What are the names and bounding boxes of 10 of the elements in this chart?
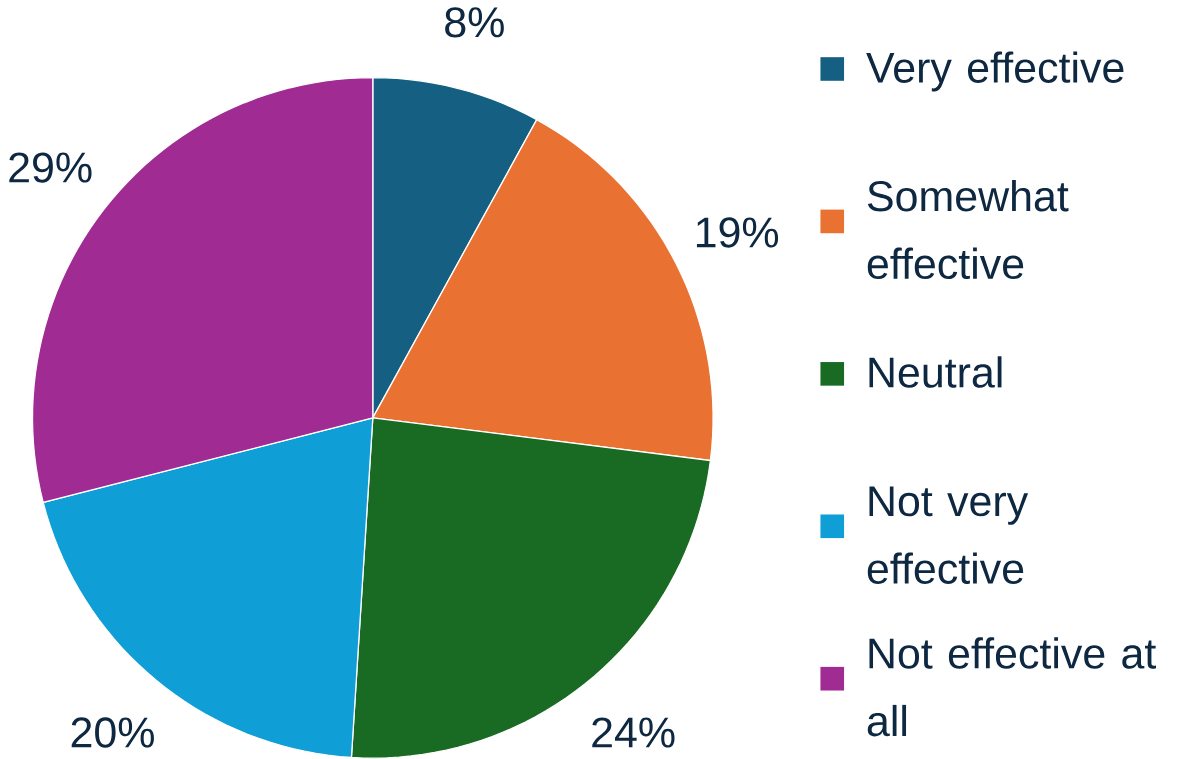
legend-label: Neutral (869, 356, 1002, 388)
legend-label: Very effective (866, 51, 1124, 92)
data-label: 19% (696, 217, 779, 248)
data-label: 8% (445, 7, 504, 38)
legend-label: Not effective at all (867, 637, 1156, 737)
data-label: 20% (71, 717, 154, 748)
data-label: 24% (592, 717, 675, 748)
legend-label: Somewhat effective (867, 180, 1069, 280)
legend-label: Not very effective (867, 486, 1029, 585)
data-label: 29% (9, 152, 92, 183)
